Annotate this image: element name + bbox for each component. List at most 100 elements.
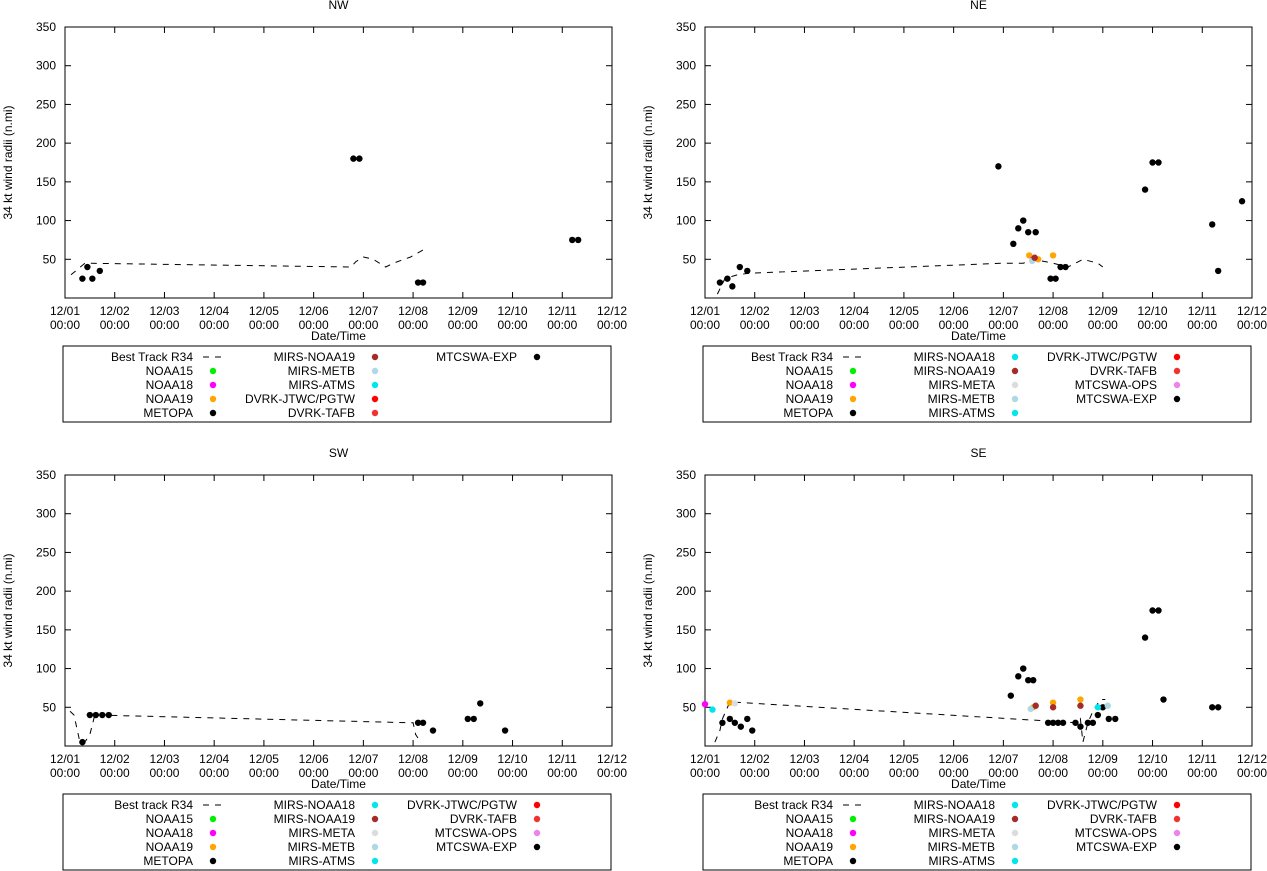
legend-dot-marker	[849, 843, 857, 851]
data-point-metopa	[414, 279, 422, 286]
legend-dot-marker	[1011, 381, 1019, 389]
data-point-metopa	[1057, 263, 1064, 271]
data-point-mirs-meta	[731, 700, 739, 707]
data-point-mirs-noaa19	[1049, 704, 1057, 711]
legend-label: METOPA	[143, 406, 193, 420]
y-tick-label: 200	[676, 584, 696, 598]
data-point-metopa	[477, 700, 484, 707]
legend-box	[702, 345, 1252, 423]
data-point-metopa	[464, 715, 471, 723]
legend-dot-marker	[1011, 353, 1019, 361]
data-point-metopa	[726, 715, 734, 723]
legend-label: METOPA	[783, 854, 833, 868]
chart-title: NW	[329, 0, 350, 12]
legend-dot-marker	[1173, 801, 1181, 809]
legend-label: MTCSWA-OPS	[1075, 378, 1157, 392]
data-point-metopa	[724, 275, 731, 282]
data-point-metopa	[96, 267, 104, 275]
y-tick-label: 100	[676, 214, 696, 228]
x-axis-label: Date/Time	[311, 329, 366, 343]
data-point-metopa	[1049, 719, 1057, 726]
x-tick-label: 00:00	[299, 318, 329, 332]
x-tick-label: 00:00	[839, 318, 869, 332]
legend-label: DVRK-TAFB	[450, 812, 517, 826]
x-axis-label: Date/Time	[311, 777, 366, 791]
x-tick-label: 12/07	[348, 752, 378, 766]
x-tick-label: 00:00	[988, 318, 1018, 332]
data-point-metopa	[1015, 225, 1022, 232]
data-point-metopa	[356, 155, 363, 162]
plot-frame	[64, 474, 613, 747]
legend-dot-marker	[849, 367, 857, 375]
data-point-metopa	[1015, 673, 1022, 680]
data-point-metopa	[1030, 676, 1037, 684]
chart-title: SW	[329, 446, 349, 460]
legend-label: NOAA18	[146, 378, 194, 392]
x-tick-label: 00:00	[249, 766, 279, 780]
x-tick-label: 00:00	[1187, 766, 1217, 780]
legend-label: MIRS-ATMS	[929, 854, 995, 868]
y-tick-label: 300	[676, 507, 696, 521]
x-tick-label: 12/03	[789, 304, 819, 318]
x-tick-label: 00:00	[100, 766, 130, 780]
x-tick-label: 00:00	[839, 766, 869, 780]
legend-label: MIRS-ATMS	[929, 406, 995, 420]
legend-label: NOAA15	[146, 364, 194, 378]
x-tick-label: 00:00	[889, 318, 919, 332]
x-tick-label: 00:00	[1088, 318, 1118, 332]
legend-label: NOAA19	[786, 392, 834, 406]
x-tick-label: 12/02	[100, 752, 130, 766]
data-point-metopa	[1062, 263, 1069, 271]
legend-label: NOAA18	[786, 826, 834, 840]
data-point-metopa	[1020, 217, 1027, 224]
x-tick-label: 00:00	[597, 766, 627, 780]
legend-dot-marker	[1173, 843, 1181, 851]
data-point-metopa	[1149, 607, 1156, 614]
legend-label: NOAA15	[146, 812, 194, 826]
x-tick-label: 12/04	[199, 304, 229, 318]
x-tick-label: 00:00	[1138, 766, 1168, 780]
x-tick-label: 12/09	[1088, 304, 1118, 318]
legend-label: MTCSWA-EXP	[436, 840, 517, 854]
x-tick-label: 12/10	[1138, 752, 1168, 766]
data-point-metopa	[995, 163, 1002, 170]
x-tick-label: 00:00	[448, 318, 478, 332]
panel-se: SE5010015020025030035012/0100:0012/0200:…	[641, 446, 1267, 871]
legend-dot-marker	[1011, 857, 1019, 865]
legend-dot-marker	[371, 815, 379, 823]
legend-label: MIRS-ATMS	[289, 378, 355, 392]
x-tick-label: 12/02	[100, 304, 130, 318]
x-tick-label: 00:00	[398, 318, 428, 332]
data-point-metopa	[1238, 198, 1246, 205]
x-tick-label: 00:00	[149, 766, 179, 780]
y-tick-label: 150	[36, 175, 56, 189]
data-point-metopa	[429, 727, 437, 734]
data-point-metopa	[1112, 715, 1119, 723]
legend-dot-marker	[209, 395, 217, 403]
x-tick-label: 12/03	[149, 304, 179, 318]
legend-label: NOAA19	[146, 392, 194, 406]
legend-label: NOAA18	[786, 378, 834, 392]
x-tick-label: 00:00	[1237, 766, 1267, 780]
x-tick-label: 00:00	[1138, 318, 1168, 332]
x-tick-label: 00:00	[100, 318, 130, 332]
plot-frame	[704, 26, 1253, 299]
data-point-metopa	[89, 275, 96, 282]
y-tick-label: 300	[36, 59, 56, 73]
data-point-mirs-noaa19	[1032, 702, 1039, 709]
x-tick-label: 00:00	[1088, 766, 1118, 780]
legend-dot-marker	[371, 353, 379, 361]
x-tick-label: 00:00	[597, 318, 627, 332]
data-point-metopa	[1214, 704, 1222, 711]
legend-label: Best Track R34	[751, 350, 833, 364]
legend-dot-marker	[1011, 367, 1019, 375]
data-point-metopa	[736, 263, 744, 271]
x-tick-label: 00:00	[1038, 766, 1068, 780]
data-point-metopa	[92, 711, 100, 719]
legend-label: NOAA19	[146, 840, 194, 854]
data-point-metopa	[99, 711, 106, 719]
x-tick-label: 12/07	[988, 752, 1018, 766]
data-point-metopa	[716, 279, 724, 286]
y-tick-label: 350	[676, 468, 696, 482]
legend-dot-marker	[1011, 801, 1019, 809]
